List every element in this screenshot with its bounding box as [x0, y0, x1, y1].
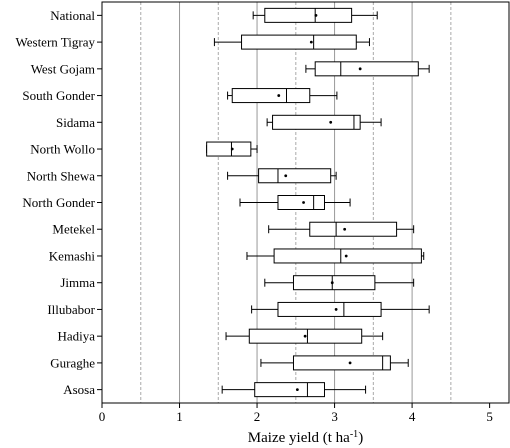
box-group — [213, 34, 370, 50]
box-group — [264, 275, 415, 291]
mean-marker — [358, 67, 362, 71]
category-label: Western Tigray — [16, 35, 96, 50]
category-label: North Gonder — [22, 195, 95, 210]
x-tick-label: 4 — [409, 409, 416, 424]
mean-marker — [334, 308, 338, 311]
mean-marker — [230, 147, 234, 151]
iqr-box — [292, 355, 391, 371]
category-label: Sidama — [56, 115, 95, 130]
iqr-box — [277, 301, 382, 317]
mean-marker — [302, 201, 305, 204]
category-labels: National Western Tigray West Gojam South Go… — [16, 8, 102, 397]
x-tick-label: 3 — [331, 409, 338, 424]
mean-marker — [303, 334, 307, 338]
mean-marker — [343, 227, 347, 231]
category-label: Asosa — [63, 382, 95, 397]
iqr-box — [264, 7, 353, 23]
category-label: Hadiya — [57, 329, 95, 344]
box-group — [260, 355, 409, 371]
mean-marker — [295, 388, 299, 392]
box-group — [305, 61, 430, 77]
box-group — [221, 382, 367, 398]
box-group — [206, 141, 258, 157]
mean-marker — [329, 120, 333, 124]
mean-marker — [284, 174, 288, 178]
category-label: North Shewa — [27, 168, 95, 183]
x-tick-label: 2 — [254, 409, 261, 424]
box-group — [268, 221, 415, 237]
box-series — [206, 7, 430, 398]
x-axis-ticks: 0 1 2 3 4 5 — [99, 403, 493, 424]
category-label: South Gonder — [22, 88, 95, 103]
category-label: Jimma — [60, 275, 95, 290]
x-axis-title-suffix: ) — [358, 430, 363, 446]
box-group — [251, 301, 430, 317]
category-label: West Gojam — [31, 61, 95, 76]
iqr-box — [273, 248, 422, 264]
iqr-box — [309, 221, 398, 237]
iqr-box — [292, 275, 376, 291]
box-group — [266, 114, 382, 130]
iqr-box — [272, 114, 361, 130]
iqr-box — [241, 34, 357, 50]
x-tick-label: 1 — [176, 409, 183, 424]
category-label: National — [50, 8, 95, 23]
category-label: Illubabor — [47, 302, 95, 317]
mean-marker — [330, 281, 334, 285]
mean-marker — [309, 40, 313, 44]
category-label: North Wollo — [30, 142, 95, 157]
category-label: Guraghe — [50, 355, 95, 370]
mean-marker — [344, 254, 348, 258]
x-axis-title-main: Maize yield (t ha — [248, 430, 350, 446]
box-group — [239, 195, 351, 210]
x-tick-label: 0 — [99, 409, 106, 424]
x-tick-label: 5 — [486, 409, 493, 424]
box-group — [246, 248, 425, 264]
box-group — [225, 328, 384, 344]
mean-marker — [277, 94, 281, 97]
iqr-box — [254, 382, 325, 398]
iqr-box — [277, 195, 325, 210]
mean-marker — [314, 13, 318, 17]
iqr-box — [231, 88, 311, 104]
category-label: Metekel — [52, 222, 95, 237]
mean-marker — [348, 361, 352, 365]
box-group — [227, 168, 337, 184]
iqr-box — [206, 141, 252, 157]
x-axis-title: Maize yield (t ha-1) — [248, 429, 363, 447]
box-group — [227, 88, 338, 104]
x-axis-title-superscript: -1 — [350, 429, 358, 440]
category-label: Kemashi — [49, 248, 96, 263]
box-group — [252, 7, 378, 23]
iqr-box — [314, 61, 419, 77]
iqr-box — [258, 168, 332, 184]
